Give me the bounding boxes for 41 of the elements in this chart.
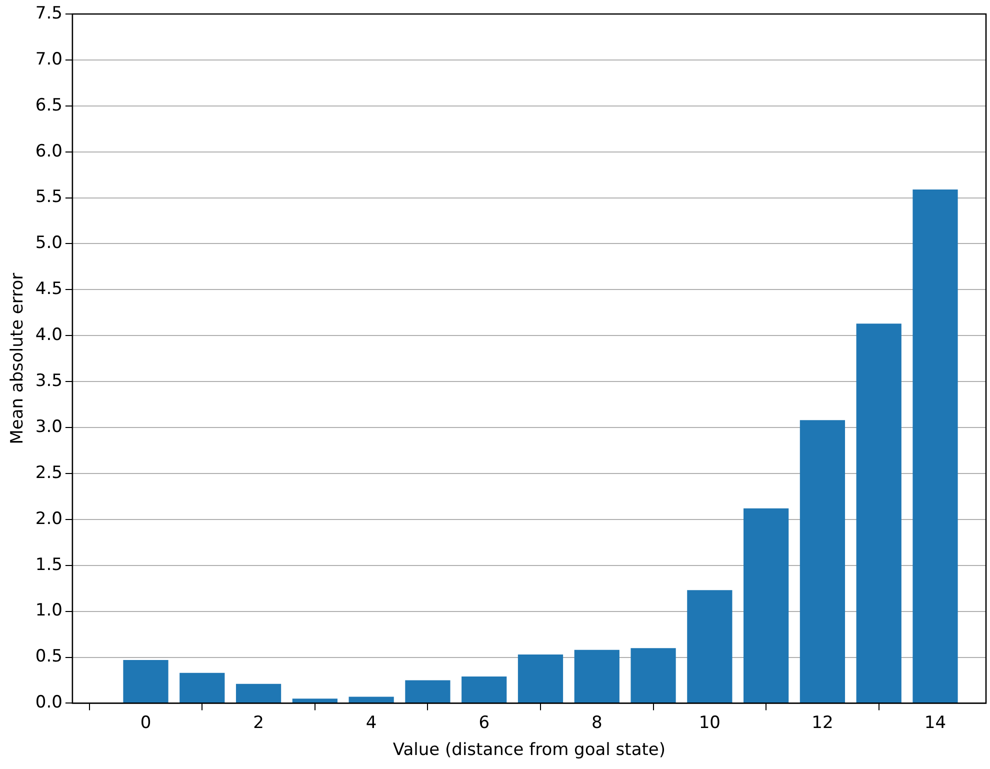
y-tick-label: 0.0 <box>35 692 62 713</box>
y-tick-label: 6.0 <box>35 141 62 162</box>
y-tick-label: 4.5 <box>35 279 62 300</box>
y-axis-title: Mean absolute error <box>8 272 28 444</box>
y-tick-label: 1.5 <box>35 554 62 575</box>
x-tick-label: 4 <box>366 712 377 733</box>
y-tick-label: 6.5 <box>35 95 62 116</box>
y-tick-label: 3.5 <box>35 370 62 391</box>
x-tick-label: 8 <box>591 712 602 733</box>
bar <box>123 660 168 703</box>
bar <box>574 650 620 703</box>
y-tick-label: 3.0 <box>35 416 62 437</box>
x-tick-label: 2 <box>253 712 264 733</box>
x-tick-label: 12 <box>812 712 834 733</box>
y-tick-label: 7.5 <box>35 3 62 24</box>
y-tick-label: 5.0 <box>35 233 62 254</box>
bar <box>236 684 282 703</box>
bar <box>687 590 732 703</box>
bar <box>348 696 394 703</box>
bar <box>856 324 902 703</box>
x-tick-label: 0 <box>140 712 152 733</box>
bar <box>912 190 958 703</box>
y-tick-label: 7.0 <box>35 49 62 70</box>
bar <box>744 508 789 703</box>
x-tick-label: 10 <box>698 712 720 733</box>
bar <box>518 654 564 703</box>
x-axis-title: Value (distance from goal state) <box>392 740 666 760</box>
bar <box>462 676 507 703</box>
bar <box>800 420 846 703</box>
bar <box>405 680 450 703</box>
y-tick-label: 0.5 <box>35 646 62 667</box>
y-tick-label: 4.0 <box>35 325 62 346</box>
y-tick-label: 1.0 <box>35 600 62 621</box>
y-tick-label: 5.5 <box>35 187 62 208</box>
y-tick-label: 2.0 <box>35 508 62 529</box>
bar <box>630 648 676 703</box>
y-tick-label: 2.5 <box>35 462 62 483</box>
bar <box>180 672 225 703</box>
x-tick-label: 6 <box>478 712 490 733</box>
bar <box>292 698 338 703</box>
x-tick-label: 14 <box>924 712 946 733</box>
